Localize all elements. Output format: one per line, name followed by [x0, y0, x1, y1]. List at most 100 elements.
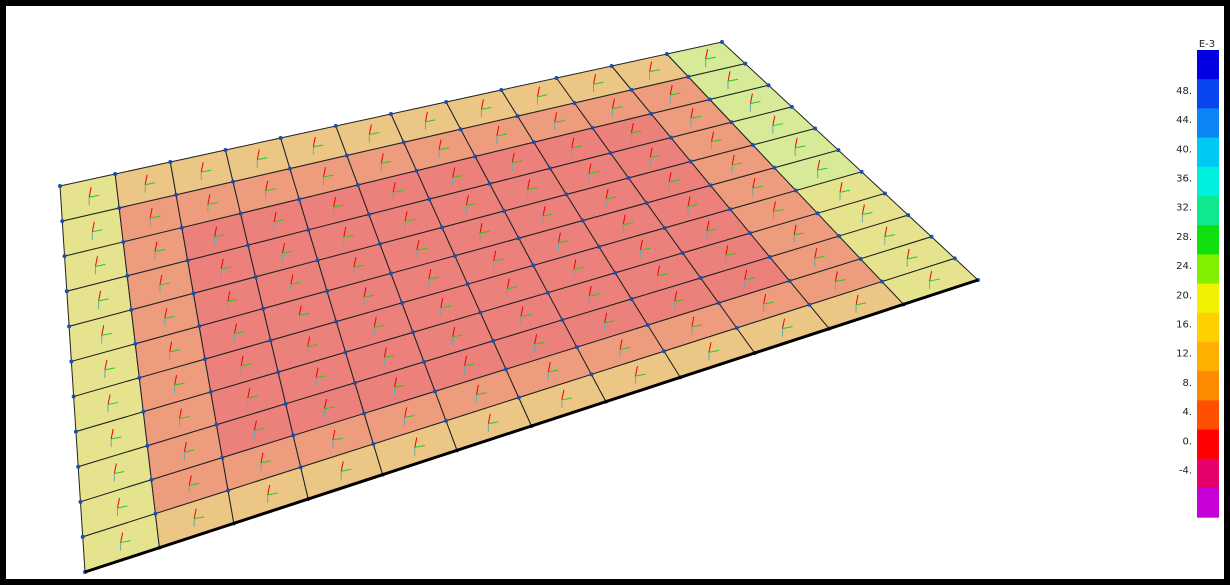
axis-red: [496, 125, 500, 137]
axis-red: [619, 339, 623, 350]
axis-red: [793, 224, 797, 235]
axis-green: [554, 119, 565, 123]
node: [766, 83, 771, 88]
axis-red: [744, 269, 748, 280]
axis-red: [104, 359, 108, 371]
axis-red: [487, 413, 491, 424]
axis-green: [179, 416, 190, 420]
axis-green: [425, 119, 436, 123]
axis-red: [725, 245, 729, 256]
axis-green: [604, 320, 615, 324]
axis-green: [534, 341, 545, 345]
node: [246, 243, 251, 248]
node: [644, 201, 649, 205]
node: [69, 359, 74, 364]
axis-red: [178, 408, 182, 419]
axis-green: [542, 213, 554, 217]
axis-green: [273, 219, 285, 223]
node: [306, 227, 311, 232]
axis-green: [89, 194, 100, 198]
node: [688, 159, 693, 164]
node: [422, 359, 427, 364]
legend-swatch: [1197, 458, 1219, 489]
axis-red: [233, 323, 237, 334]
axis-red: [634, 366, 638, 377]
axis-green: [341, 468, 352, 472]
axis-red: [475, 384, 479, 395]
axis-green: [674, 298, 685, 302]
axis-red: [267, 484, 271, 496]
node: [344, 153, 349, 158]
legend-label: 16.: [1176, 319, 1192, 330]
axis-red: [605, 188, 609, 200]
axis-green: [670, 92, 681, 96]
axis-red: [669, 84, 673, 96]
axis-green: [732, 162, 743, 166]
node: [596, 244, 601, 249]
axis-green: [571, 145, 582, 149]
axis-green: [907, 256, 918, 260]
node: [197, 324, 202, 329]
axis-green: [265, 188, 276, 192]
axis-red: [193, 508, 197, 519]
node: [836, 148, 841, 153]
axis-red: [392, 182, 396, 193]
axis-red: [107, 394, 111, 405]
axis-green: [589, 293, 600, 297]
axis-red: [527, 179, 531, 190]
node: [71, 394, 76, 399]
node: [410, 330, 415, 335]
axis-green: [393, 189, 404, 193]
axis-red: [260, 452, 264, 463]
axis-green: [750, 101, 761, 104]
axis-green: [727, 78, 739, 82]
legend-swatch: [1197, 371, 1219, 401]
axis-green: [605, 196, 617, 200]
node: [371, 442, 376, 447]
axis-green: [414, 444, 425, 448]
node: [452, 253, 457, 258]
node: [487, 181, 492, 186]
axis-green: [537, 94, 548, 98]
axis-green: [612, 106, 623, 110]
axis-green: [299, 312, 310, 316]
axis-green: [254, 427, 265, 431]
axis-green: [241, 363, 252, 367]
axis-green: [752, 185, 763, 189]
node: [473, 154, 478, 159]
node: [291, 433, 296, 438]
axis-red: [247, 388, 251, 399]
axis-red: [159, 274, 163, 286]
axis-green: [440, 305, 451, 309]
node: [859, 169, 864, 174]
axis-green: [691, 324, 702, 328]
axis-green: [650, 155, 661, 159]
axis-red: [256, 149, 260, 160]
legend-label: 28.: [1176, 232, 1192, 243]
axis-green: [416, 247, 428, 251]
axis-red: [120, 532, 124, 543]
axis-green: [817, 167, 828, 171]
axis-red: [573, 259, 577, 270]
node: [362, 411, 367, 416]
node: [707, 97, 712, 102]
axis-green: [481, 106, 492, 110]
axis-green: [708, 349, 720, 353]
node: [78, 499, 83, 504]
legend-label: 40.: [1176, 144, 1192, 155]
axis-red: [273, 211, 277, 223]
axis-green: [149, 215, 161, 219]
axis-red: [772, 201, 776, 212]
node: [352, 380, 357, 385]
axis-red: [428, 268, 432, 280]
legend-label: 32.: [1176, 203, 1192, 214]
axis-red: [506, 278, 510, 289]
axis-red: [708, 342, 712, 353]
node: [366, 212, 371, 217]
node: [743, 61, 748, 66]
axis-red: [772, 115, 776, 126]
axis-green: [635, 373, 646, 377]
node: [686, 74, 691, 79]
axis-green: [384, 354, 395, 358]
